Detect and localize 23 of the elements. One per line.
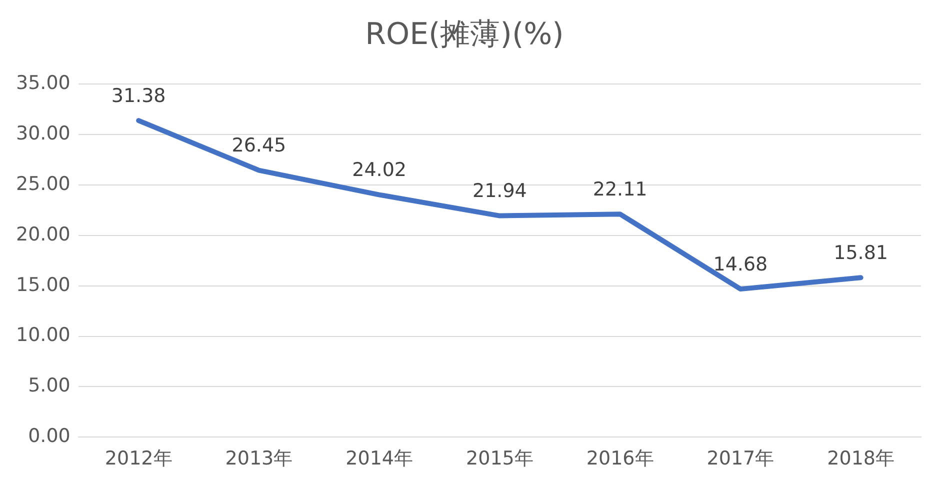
x-tick-label: 2018年 — [827, 448, 894, 470]
y-tick-label: 20.00 — [16, 223, 70, 246]
y-tick-label: 35.00 — [16, 72, 70, 94]
y-tick-label: 30.00 — [16, 122, 70, 144]
x-tick-label: 2015年 — [466, 448, 534, 470]
data-label: 22.11 — [592, 178, 648, 201]
y-tick-label: 10.00 — [16, 324, 70, 346]
x-tick-label: 2012年 — [104, 448, 172, 470]
chart-title: ROE(摊薄)(%) — [365, 16, 564, 52]
x-tick-label: 2014年 — [346, 448, 414, 470]
y-tick-label: 15.00 — [16, 274, 70, 296]
data-label: 31.38 — [111, 84, 166, 107]
x-tick-label: 2013年 — [225, 448, 293, 470]
x-tick-label: 2017年 — [706, 448, 774, 470]
y-tick-label: 5.00 — [28, 374, 70, 397]
x-tick-label: 2016年 — [586, 448, 654, 470]
y-tick-label: 0.00 — [28, 425, 70, 448]
data-label: 15.81 — [834, 242, 888, 264]
y-tick-label: 25.00 — [16, 172, 70, 195]
data-label: 21.94 — [472, 180, 527, 202]
data-label: 24.02 — [352, 159, 407, 182]
data-label: 26.45 — [232, 134, 286, 157]
data-label: 14.68 — [713, 253, 768, 276]
